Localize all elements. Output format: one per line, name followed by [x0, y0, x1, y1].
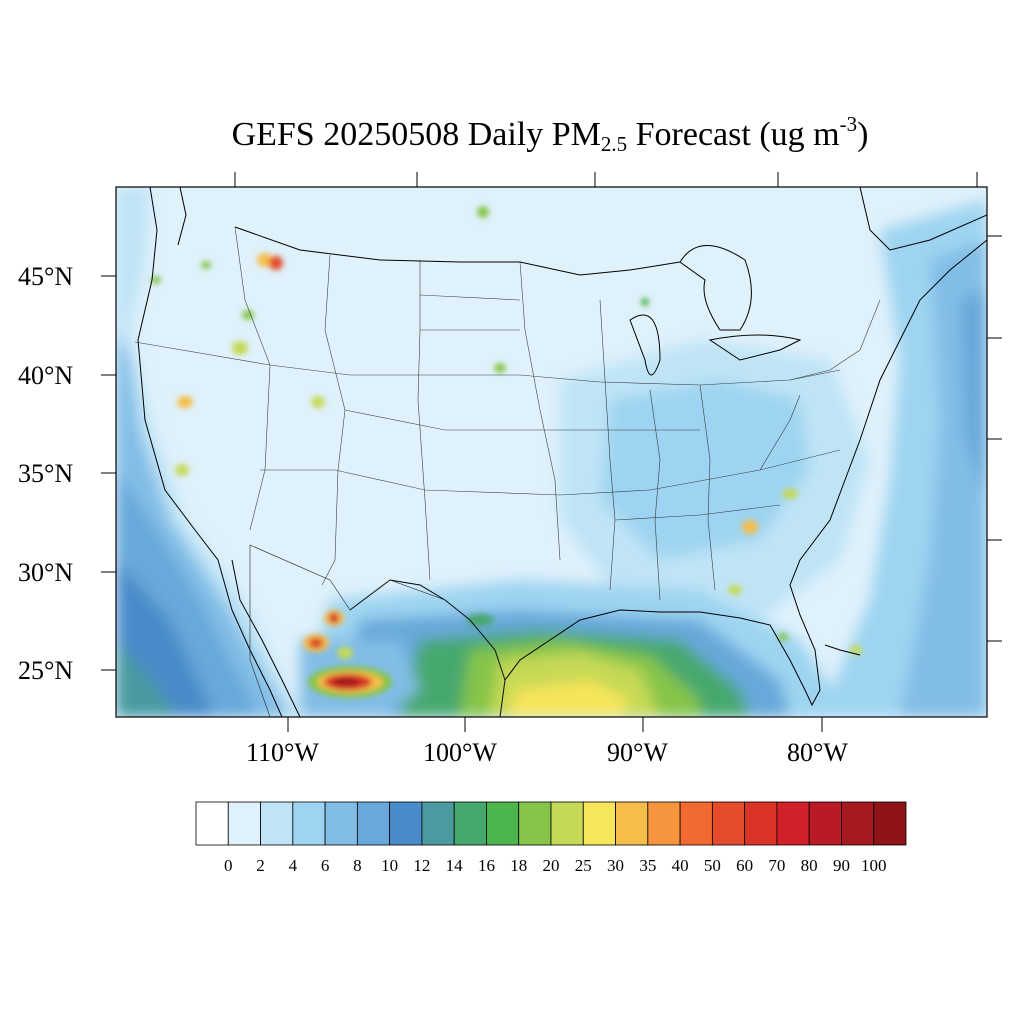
colorbar-swatch — [841, 801, 875, 846]
colorbar-swatch — [615, 801, 649, 846]
colorbar-tick-label: 0 — [224, 856, 233, 875]
colorbar-swatch — [647, 801, 681, 846]
colorbar-swatch — [679, 801, 713, 846]
colorbar-swatch — [776, 801, 810, 846]
colorbar-tick-label: 8 — [353, 856, 362, 875]
colorbar-swatch — [873, 801, 907, 846]
colorbar — [195, 801, 907, 846]
colorbar-swatch — [744, 801, 778, 846]
colorbar-swatch — [292, 801, 326, 846]
colorbar-swatch — [582, 801, 616, 846]
colorbar-tick-label: 80 — [800, 856, 818, 875]
colorbar-swatch — [195, 801, 229, 846]
colorbar-tick-label: 2 — [256, 856, 265, 875]
colorbar-tick-label: 60 — [736, 856, 754, 875]
lon-label-110w: 110°W — [246, 738, 319, 767]
colorbar-tick-label: 100 — [860, 856, 887, 875]
lat-label-40n: 40°N — [18, 361, 74, 390]
state-boundaries — [134, 226, 881, 601]
colorbar-tick-label: 18 — [510, 856, 528, 875]
colorbar-tick-label: 50 — [703, 856, 721, 875]
colorbar-tick-label: 90 — [832, 856, 850, 875]
colorbar-swatch — [227, 801, 261, 846]
lat-label-25n: 25°N — [18, 656, 74, 685]
fire-hotspots — [151, 206, 862, 698]
colorbar-tick-label: 14 — [445, 856, 463, 875]
colorbar-swatch — [356, 801, 391, 846]
map-title: GEFS 20250508 Daily PM2.5 Forecast (ug m… — [231, 112, 869, 156]
axis-ticks — [101, 172, 1002, 732]
colorbar-swatch — [324, 801, 358, 846]
colorbar-tick-label: 12 — [413, 856, 431, 875]
map-frame — [115, 186, 988, 718]
colorbar-tick-label: 25 — [574, 856, 592, 875]
colorbar-tick-label: 10 — [381, 856, 399, 875]
lat-label-30n: 30°N — [18, 558, 74, 587]
colorbar-tick-label: 20 — [542, 856, 560, 875]
colorbar-swatch — [453, 801, 487, 846]
coastlines-and-borders — [137, 187, 987, 717]
pm25-field — [116, 187, 987, 717]
colorbar-tick-label: 40 — [671, 856, 689, 875]
colorbar-swatch — [808, 801, 842, 846]
colorbar-tick-label: 30 — [607, 856, 625, 875]
colorbar-swatch — [550, 801, 584, 846]
colorbar-swatch — [389, 801, 423, 846]
colorbar-swatch — [711, 801, 746, 846]
colorbar-swatch — [260, 801, 294, 846]
colorbar-swatch — [421, 801, 455, 846]
colorbar-tick-label: 16 — [477, 856, 495, 875]
colorbar-tick-label: 35 — [639, 856, 657, 875]
colorbar-swatch — [518, 801, 552, 846]
lat-label-35n: 35°N — [18, 459, 74, 488]
colorbar-swatch — [486, 801, 520, 846]
lon-label-100w: 100°W — [423, 738, 497, 767]
colorbar-tick-label: 70 — [768, 856, 786, 875]
lat-label-45n: 45°N — [18, 262, 74, 291]
colorbar-tick-label: 6 — [320, 856, 330, 875]
lon-label-80w: 80°W — [787, 738, 848, 767]
lon-label-90w: 90°W — [607, 738, 668, 767]
colorbar-tick-label: 4 — [288, 856, 298, 875]
